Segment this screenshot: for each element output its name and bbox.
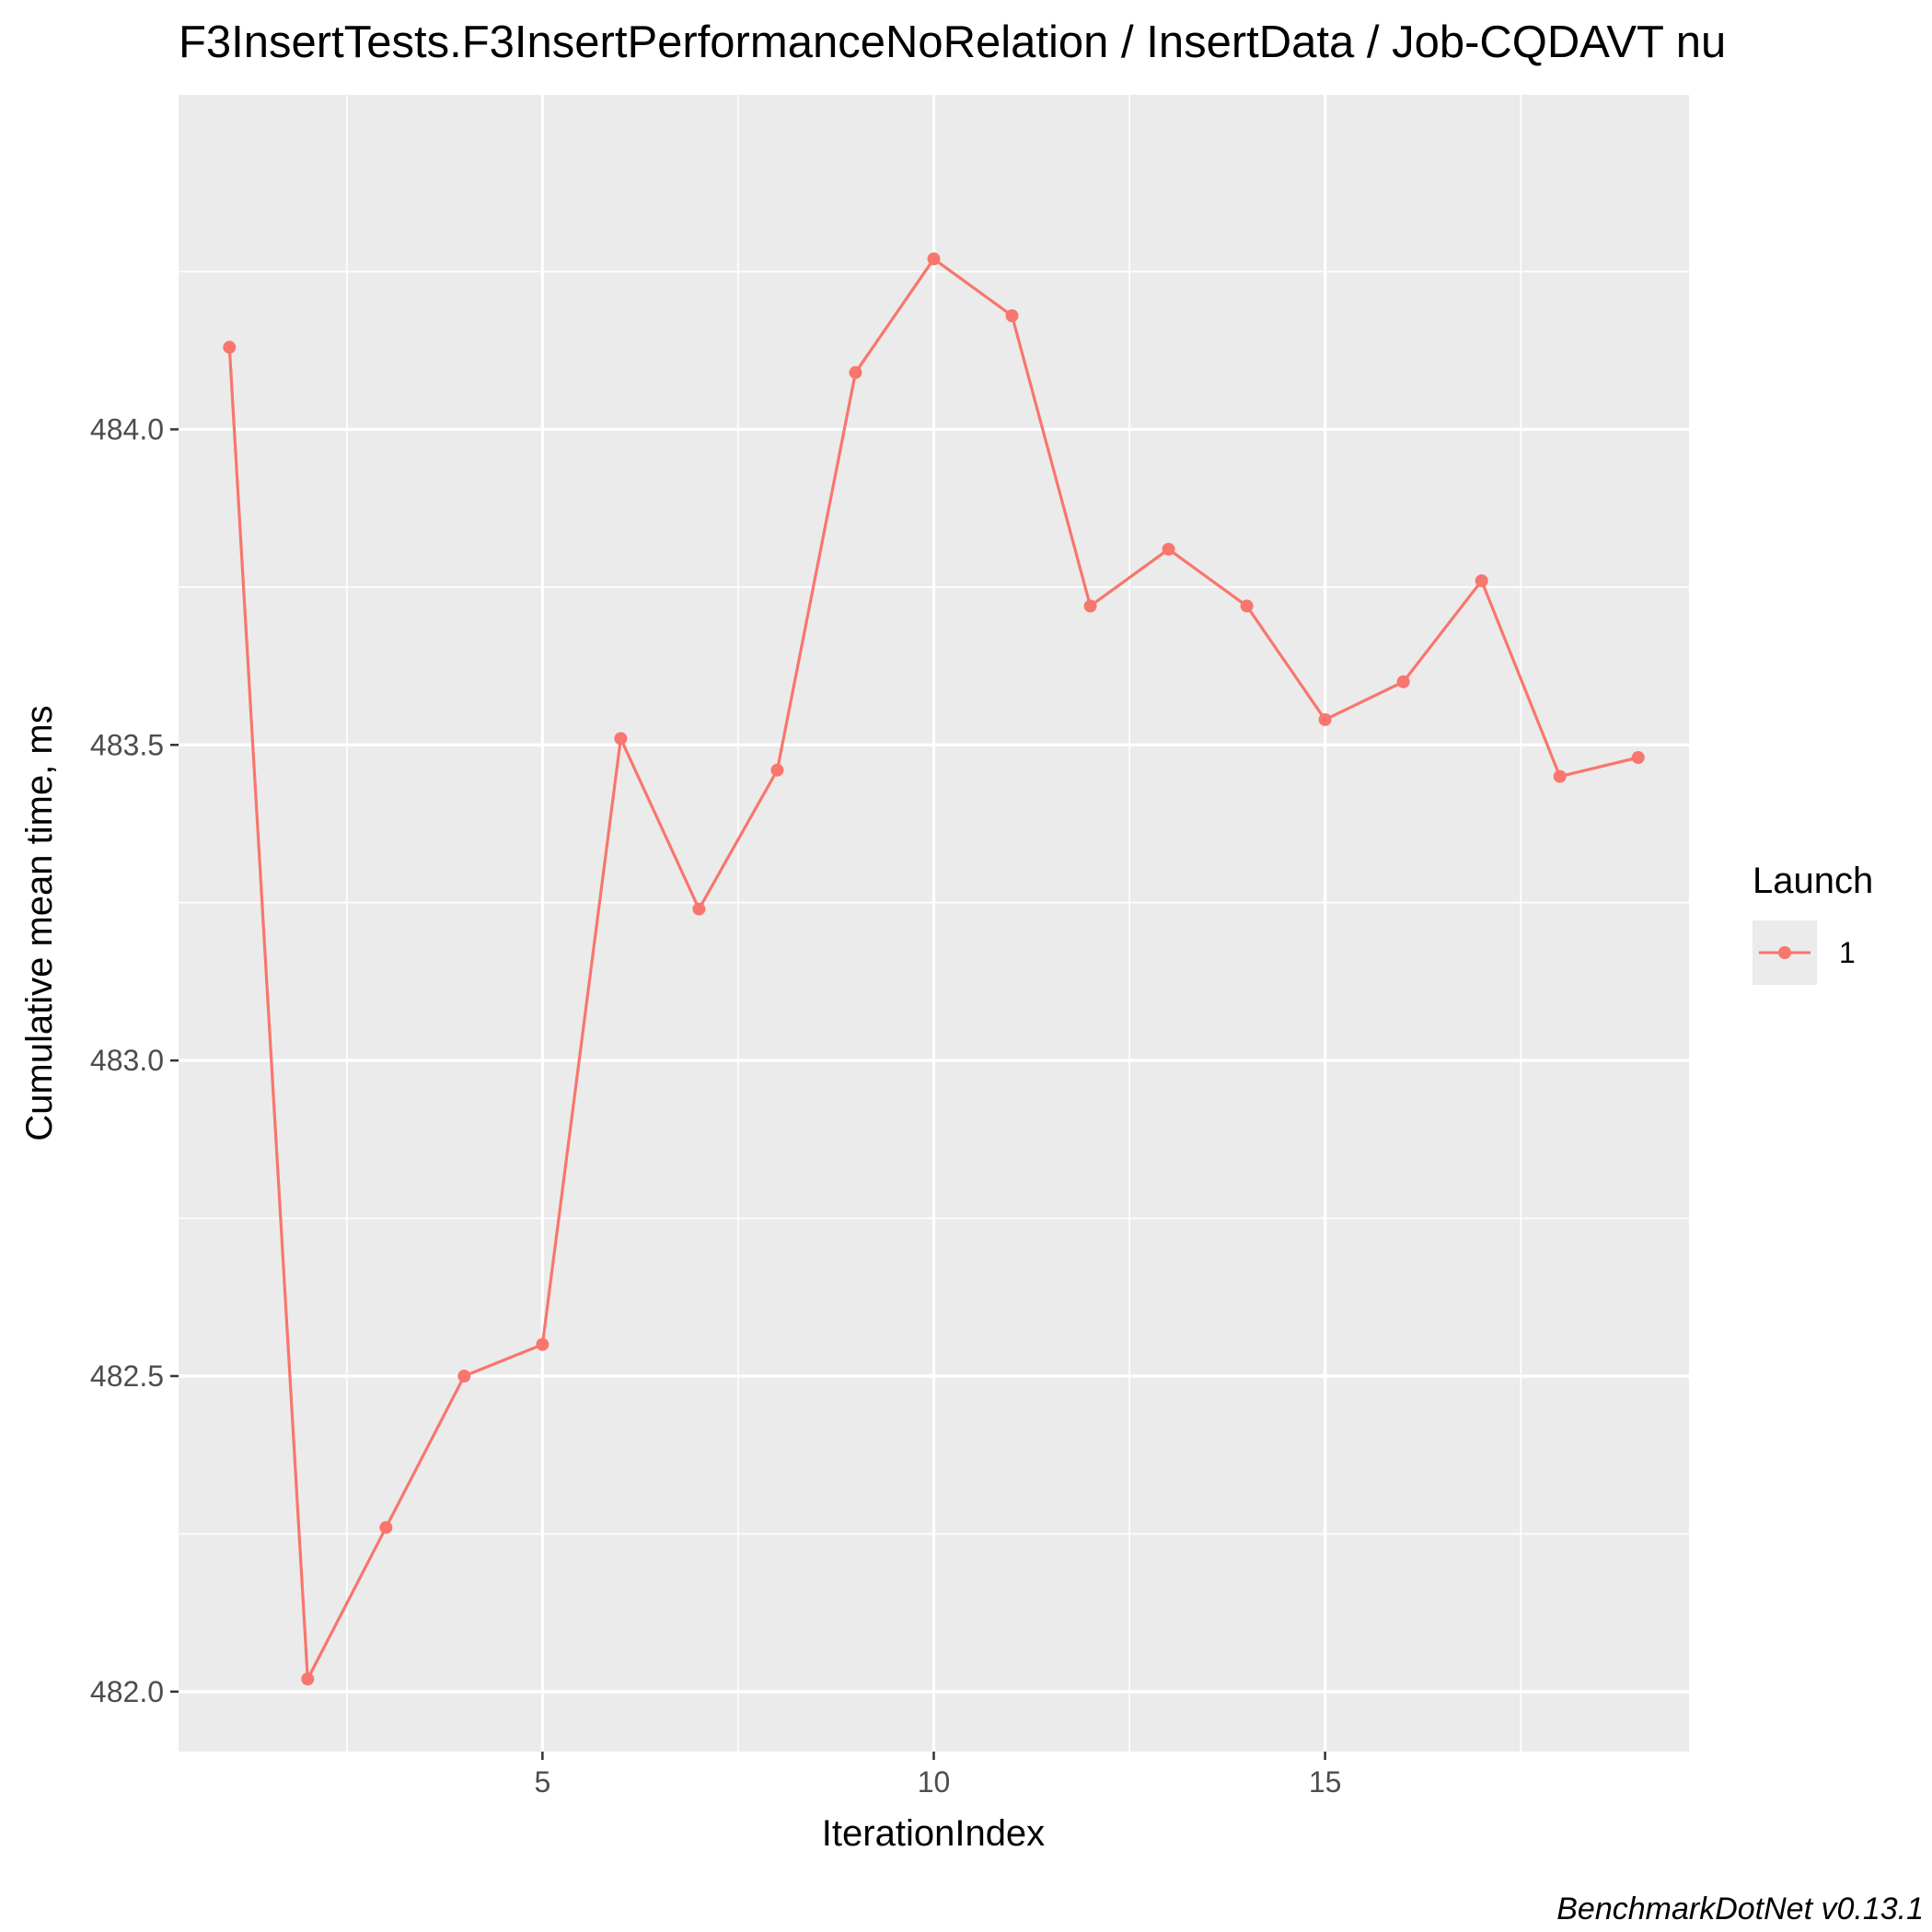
data-point [927, 252, 941, 266]
data-point [457, 1370, 471, 1382]
data-point [1396, 675, 1410, 688]
data-point [1553, 769, 1567, 783]
x-tick-label: 5 [534, 1765, 550, 1799]
data-point [1005, 309, 1019, 322]
x-axis: 5 10 15 [534, 1752, 1341, 1799]
data-point [379, 1521, 393, 1534]
data-point [1318, 712, 1332, 726]
caption: BenchmarkDotNet v0.13.1 [1556, 1892, 1924, 1926]
x-tick-label: 10 [918, 1765, 951, 1799]
y-tick-label: 484.0 [90, 412, 164, 445]
y-axis-title: Cumulative mean time, ms [19, 705, 60, 1140]
data-point [614, 732, 628, 746]
y-axis: 482.0 482.5 483.0 483.5 484.0 [90, 412, 179, 1708]
data-point [849, 365, 862, 379]
data-point [1240, 599, 1254, 613]
legend-key-point [1778, 946, 1791, 959]
data-point [1083, 599, 1097, 613]
legend: Launch 1 [1753, 861, 1873, 985]
y-tick-label: 482.5 [90, 1359, 164, 1393]
x-axis-title: IterationIndex [822, 1813, 1045, 1854]
grid-lines [179, 95, 1689, 1752]
legend-title: Launch [1753, 861, 1873, 901]
data-point [692, 902, 706, 916]
data-point [223, 341, 237, 354]
data-point [1631, 751, 1645, 764]
y-tick-label: 483.5 [90, 728, 164, 761]
series-layer [223, 252, 1645, 1686]
data-point [536, 1337, 550, 1351]
data-point [1162, 542, 1175, 556]
data-point [770, 763, 784, 777]
y-tick-label: 482.0 [90, 1675, 164, 1708]
chart-title: F3InsertTests.F3InsertPerformanceNoRelat… [179, 17, 1726, 67]
x-tick-label: 15 [1309, 1765, 1342, 1799]
data-point [1475, 574, 1488, 587]
legend-label: 1 [1839, 936, 1856, 969]
y-tick-label: 483.0 [90, 1044, 164, 1077]
data-point [301, 1672, 315, 1686]
